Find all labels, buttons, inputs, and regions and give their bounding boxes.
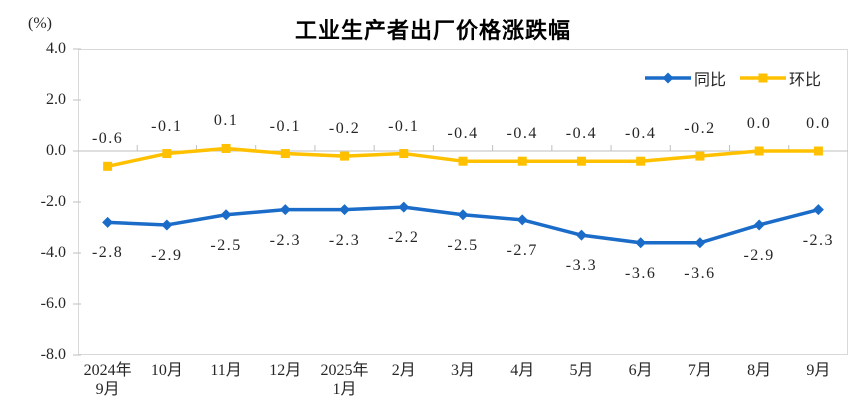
data-label: -2.8 [91, 244, 124, 262]
x-axis-tick-label: 7月 [687, 362, 712, 379]
y-axis-tick-label: -6.0 [40, 295, 66, 312]
chart-title: 工业生产者出厂价格涨跌幅 [294, 18, 571, 43]
data-label: -0.1 [151, 117, 183, 135]
x-axis-tick-label: 11月 [210, 362, 242, 379]
legend-item-tongbi[interactable]: 同比 [645, 66, 726, 90]
data-label: 0.1 [213, 112, 239, 130]
data-label: -2.9 [743, 246, 775, 264]
data-label: -2.5 [210, 236, 242, 254]
legend: 同比 环比 [645, 66, 821, 90]
x-axis-tick-label: 12月 [269, 362, 302, 379]
x-axis-tick-label: 8月 [747, 362, 772, 379]
y-axis-tick-label: 2.0 [46, 91, 66, 108]
data-label: 0.0 [806, 115, 831, 132]
data-label: -2.2 [388, 229, 420, 247]
y-axis-tick-label: -4.0 [40, 244, 66, 261]
data-label: -2.3 [802, 231, 835, 249]
x-axis-tick-label: 5月 [569, 362, 594, 379]
y-axis-tick-label: 0.0 [46, 142, 66, 159]
x-axis-tick-label: 10月 [150, 362, 183, 379]
data-label: -2.3 [269, 231, 301, 249]
data-label: -2.9 [151, 246, 183, 264]
legend-item-huanbi[interactable]: 环比 [740, 66, 821, 90]
x-axis-tick-label: 2月 [391, 362, 416, 379]
data-label: -3.6 [684, 264, 716, 282]
data-label: -2.3 [328, 231, 361, 249]
y-axis-tick-label: 4.0 [46, 40, 66, 57]
yellow-line-square-icon [740, 72, 787, 84]
y-axis-tick-label: -8.0 [40, 346, 66, 363]
x-axis-tick-label: 3月 [450, 362, 476, 379]
data-label: -0.4 [506, 125, 538, 143]
x-axis-tick-label: 9月 [806, 362, 831, 379]
plot-area [78, 49, 848, 355]
x-axis-tick-label: 2024年 9月 [83, 362, 132, 398]
data-label: -0.2 [328, 120, 361, 138]
x-axis-tick-label: 2025年 1月 [320, 362, 369, 398]
blue-line-diamond-icon [645, 72, 691, 84]
data-label: -2.5 [447, 236, 479, 254]
data-label: -0.4 [447, 125, 479, 143]
y-axis-tick-label: -2.0 [40, 193, 66, 210]
legend-label-tongbi: 同比 [694, 72, 727, 89]
data-label: 0.0 [746, 115, 772, 132]
data-label: -2.7 [506, 241, 538, 259]
data-label: -0.4 [625, 125, 657, 143]
x-axis-tick-label: 6月 [628, 362, 653, 379]
data-label: -3.6 [625, 264, 657, 282]
data-label: -0.6 [91, 130, 124, 148]
data-label: -0.2 [684, 120, 716, 138]
data-label: -0.1 [388, 117, 420, 135]
legend-label-huanbi: 环比 [789, 72, 822, 89]
x-axis-tick-label: 4月 [510, 362, 535, 379]
y-axis-unit-label: (%) [28, 15, 52, 32]
data-label: -0.4 [565, 125, 598, 143]
data-label: -3.3 [565, 257, 598, 275]
data-label: -0.1 [269, 117, 301, 135]
